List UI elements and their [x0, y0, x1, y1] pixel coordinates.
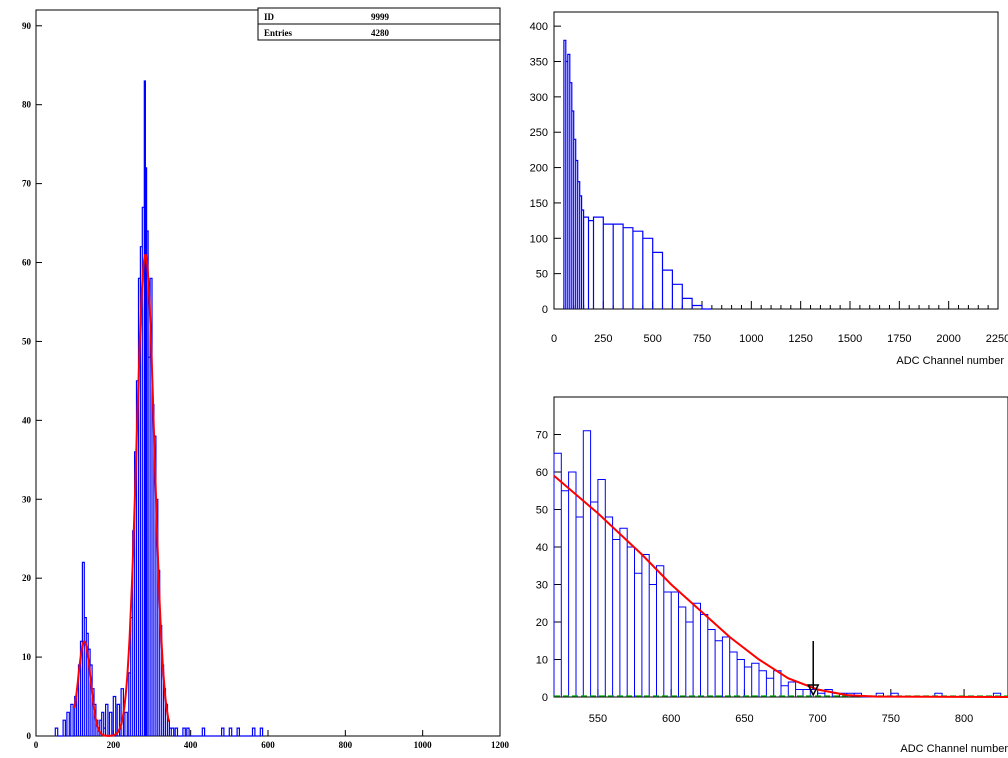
y-tick-label-5: 50: [22, 336, 32, 346]
histogram-series: [563, 39, 712, 310]
chart-left-svg: 0 10 20 30 40 50 60 70 80 90 0 200 400 600 800 1000 1200…: [22, 7, 510, 750]
x-tick-label-5: 800: [955, 713, 973, 725]
threshold-marker-arrow: [807, 684, 820, 697]
chart-top-right: 0 50 100 150 200 250 300 350 400 0 250 500 750 1000 12…: [520, 0, 1008, 379]
x-axis-label: ADC Channel number: [896, 355, 1004, 367]
y-tick-label-0: 0: [27, 731, 32, 741]
x-tick-label-3: 750: [693, 333, 711, 345]
y-tick-label-0: 0: [542, 304, 548, 316]
plot-frame: [553, 11, 999, 310]
fit-curve: [73, 254, 170, 737]
stats-value-1: 4280: [371, 28, 390, 38]
x-tick-label-6: 1200: [491, 740, 510, 750]
x-tick-label-9: 2250: [986, 333, 1008, 345]
y-tick-label-2: 20: [536, 617, 548, 629]
x-tick-label-3: 600: [261, 740, 275, 750]
x-tick-label-1: 200: [107, 740, 121, 750]
y-tick-label-4: 40: [536, 542, 548, 554]
x-tick-label-4: 1000: [739, 333, 763, 345]
chart-bottom-right: 0 10 20 30 40 50 60 70 550 600 650 700 750 800 ADC Cha…: [520, 379, 1008, 758]
plot-frame: [553, 396, 1008, 698]
y-tick-label-1: 50: [536, 269, 548, 281]
stats-label-0: ID: [264, 12, 275, 22]
histogram-series: [54, 80, 264, 737]
y-tick-label-3: 30: [536, 580, 548, 592]
stats-value-0: 9999: [371, 12, 390, 22]
y-tick-label-4: 40: [22, 415, 32, 425]
plot-frame: [35, 9, 501, 737]
y-tick-label-1: 10: [22, 652, 32, 662]
fit-curve: [553, 475, 1008, 698]
chart-left: 0 10 20 30 40 50 60 70 80 90 0 200 400 600 800 1000 1200…: [22, 7, 510, 750]
y-tick-label-2: 100: [530, 233, 548, 245]
x-tick-label-2: 500: [643, 333, 661, 345]
y-tick-label-1: 10: [536, 655, 548, 667]
y-tick-label-6: 300: [530, 92, 548, 104]
y-tick-label-6: 60: [22, 258, 32, 268]
y-tick-label-0: 0: [542, 692, 548, 704]
x-tick-label-4: 750: [882, 713, 900, 725]
x-tick-label-4: 800: [339, 740, 353, 750]
stats-label-1: Entries: [264, 28, 292, 38]
y-tick-label-5: 50: [536, 505, 548, 517]
chart-top-right-svg: 0 50 100 150 200 250 300 350 400 0 250 500 750 1000 12…: [530, 11, 1008, 367]
x-tick-label-5: 1250: [788, 333, 812, 345]
y-tick-label-7: 70: [536, 430, 548, 442]
y-tick-label-8: 400: [530, 21, 548, 33]
chart-bottom-right-svg: 0 10 20 30 40 50 60 70 550 600 650 700 750 800 ADC Cha…: [536, 396, 1008, 755]
x-tick-label-0: 550: [589, 713, 607, 725]
y-tick-label-7: 70: [22, 179, 32, 189]
y-tick-label-4: 200: [530, 163, 548, 175]
y-tick-label-8: 80: [22, 100, 32, 110]
y-tick-label-3: 150: [530, 198, 548, 210]
x-tick-label-2: 650: [735, 713, 753, 725]
histogram-series: [553, 430, 1002, 698]
x-tick-label-8: 2000: [936, 333, 960, 345]
y-tick-label-6: 60: [536, 467, 548, 479]
x-tick-label-0: 0: [551, 333, 557, 345]
x-tick-label-0: 0: [34, 740, 39, 750]
x-tick-label-1: 250: [594, 333, 612, 345]
x-tick-label-3: 700: [808, 713, 826, 725]
x-tick-label-2: 400: [184, 740, 198, 750]
x-tick-label-5: 1000: [414, 740, 433, 750]
y-tick-label-2: 20: [22, 573, 32, 583]
y-tick-label-9: 90: [22, 21, 32, 31]
x-tick-label-7: 1750: [887, 333, 911, 345]
x-axis-label: ADC Channel number: [900, 743, 1008, 755]
y-tick-label-5: 250: [530, 127, 548, 139]
x-tick-label-1: 600: [662, 713, 680, 725]
y-tick-label-3: 30: [22, 494, 32, 504]
x-tick-label-6: 1500: [838, 333, 862, 345]
y-tick-label-7: 350: [530, 57, 548, 69]
